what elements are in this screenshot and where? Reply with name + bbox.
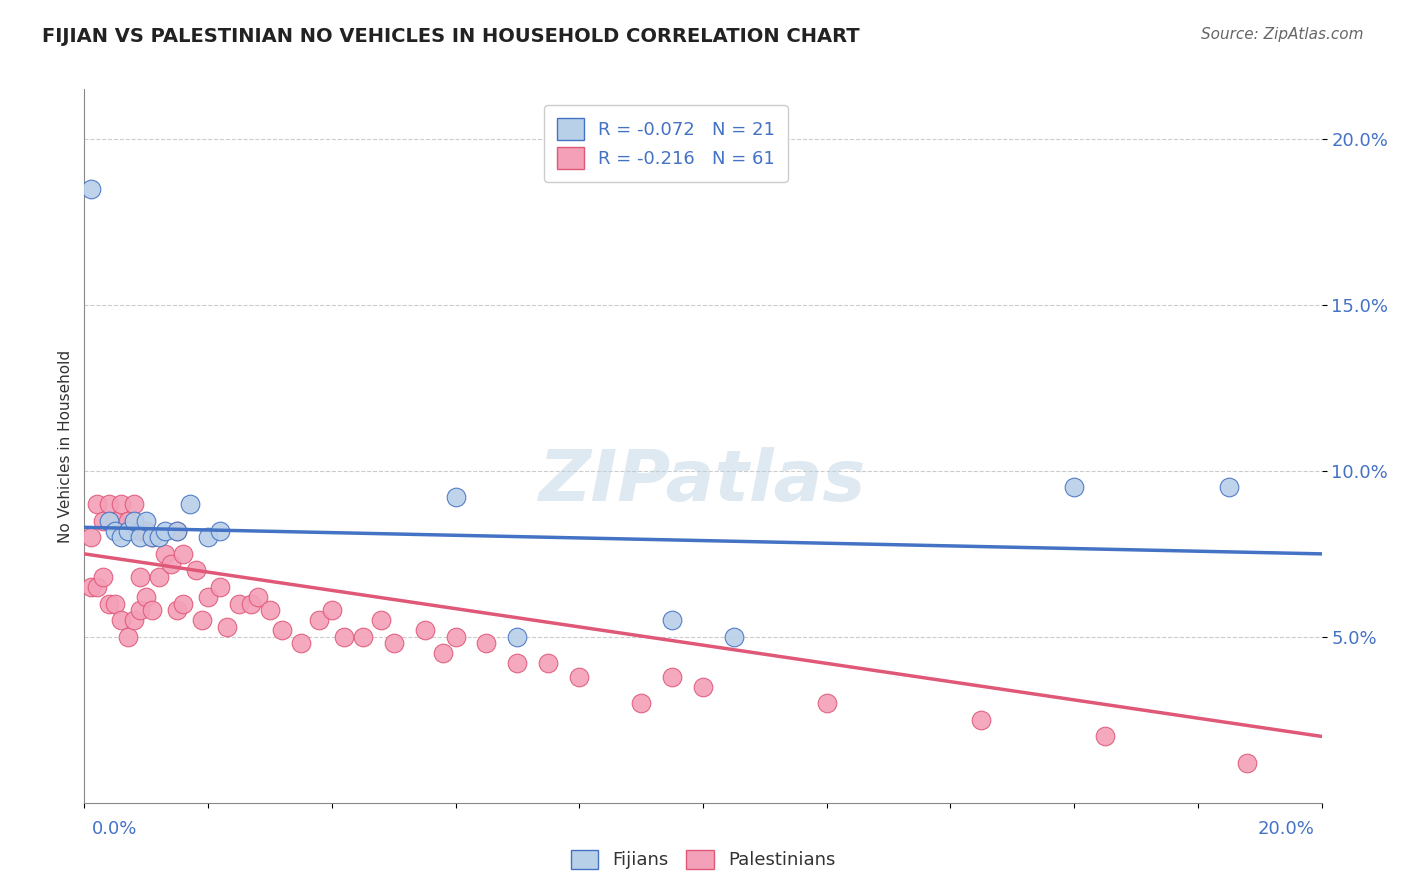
Point xyxy=(1218,481,1240,495)
Point xyxy=(444,630,467,644)
Point xyxy=(370,613,392,627)
Point xyxy=(970,713,993,727)
Point xyxy=(153,524,176,538)
Point xyxy=(98,497,121,511)
Text: 0.0%: 0.0% xyxy=(91,820,136,838)
Point xyxy=(104,524,127,538)
Point xyxy=(166,524,188,538)
Point xyxy=(172,597,194,611)
Point xyxy=(117,514,139,528)
Point xyxy=(98,597,121,611)
Point xyxy=(271,624,294,638)
Point xyxy=(352,630,374,644)
Point xyxy=(661,670,683,684)
Point xyxy=(141,603,163,617)
Point xyxy=(209,524,232,538)
Point xyxy=(333,630,356,644)
Point xyxy=(141,530,163,544)
Point xyxy=(129,570,152,584)
Point xyxy=(98,514,121,528)
Point xyxy=(240,597,263,611)
Point xyxy=(197,530,219,544)
Point xyxy=(166,603,188,617)
Point xyxy=(122,514,145,528)
Point xyxy=(184,564,207,578)
Point xyxy=(79,182,101,196)
Text: FIJIAN VS PALESTINIAN NO VEHICLES IN HOUSEHOLD CORRELATION CHART: FIJIAN VS PALESTINIAN NO VEHICLES IN HOU… xyxy=(42,27,860,45)
Text: 20.0%: 20.0% xyxy=(1258,820,1315,838)
Point xyxy=(148,530,170,544)
Point xyxy=(79,530,101,544)
Point xyxy=(308,613,330,627)
Point xyxy=(86,580,108,594)
Point xyxy=(117,630,139,644)
Point xyxy=(1094,730,1116,744)
Point xyxy=(382,636,405,650)
Point xyxy=(692,680,714,694)
Point xyxy=(122,497,145,511)
Point xyxy=(630,696,652,710)
Point xyxy=(129,530,152,544)
Point xyxy=(86,497,108,511)
Point xyxy=(129,603,152,617)
Point xyxy=(172,547,194,561)
Point xyxy=(209,580,232,594)
Legend: R = -0.072   N = 21, R = -0.216   N = 61: R = -0.072 N = 21, R = -0.216 N = 61 xyxy=(544,105,787,182)
Point xyxy=(432,647,454,661)
Point xyxy=(141,530,163,544)
Point xyxy=(129,524,152,538)
Point xyxy=(661,613,683,627)
Point xyxy=(259,603,281,617)
Point xyxy=(148,570,170,584)
Point xyxy=(153,547,176,561)
Y-axis label: No Vehicles in Household: No Vehicles in Household xyxy=(58,350,73,542)
Text: ZIPatlas: ZIPatlas xyxy=(540,447,866,516)
Point xyxy=(290,636,312,650)
Point xyxy=(110,530,132,544)
Point xyxy=(166,524,188,538)
Point xyxy=(723,630,745,644)
Point xyxy=(135,524,157,538)
Point xyxy=(215,620,238,634)
Point xyxy=(91,514,114,528)
Point xyxy=(104,597,127,611)
Point xyxy=(228,597,250,611)
Point xyxy=(110,497,132,511)
Legend: Fijians, Palestinians: Fijians, Palestinians xyxy=(561,841,845,879)
Point xyxy=(506,630,529,644)
Point xyxy=(160,557,183,571)
Point xyxy=(122,613,145,627)
Point xyxy=(79,580,101,594)
Point xyxy=(815,696,838,710)
Point xyxy=(321,603,343,617)
Point xyxy=(135,590,157,604)
Point xyxy=(475,636,498,650)
Point xyxy=(197,590,219,604)
Point xyxy=(110,613,132,627)
Point xyxy=(1063,481,1085,495)
Point xyxy=(506,657,529,671)
Point xyxy=(117,524,139,538)
Point xyxy=(104,514,127,528)
Point xyxy=(91,570,114,584)
Text: Source: ZipAtlas.com: Source: ZipAtlas.com xyxy=(1201,27,1364,42)
Point xyxy=(1236,756,1258,770)
Point xyxy=(444,491,467,505)
Point xyxy=(135,514,157,528)
Point xyxy=(413,624,436,638)
Point xyxy=(191,613,214,627)
Point xyxy=(246,590,269,604)
Point xyxy=(179,497,201,511)
Point xyxy=(568,670,591,684)
Point xyxy=(537,657,560,671)
